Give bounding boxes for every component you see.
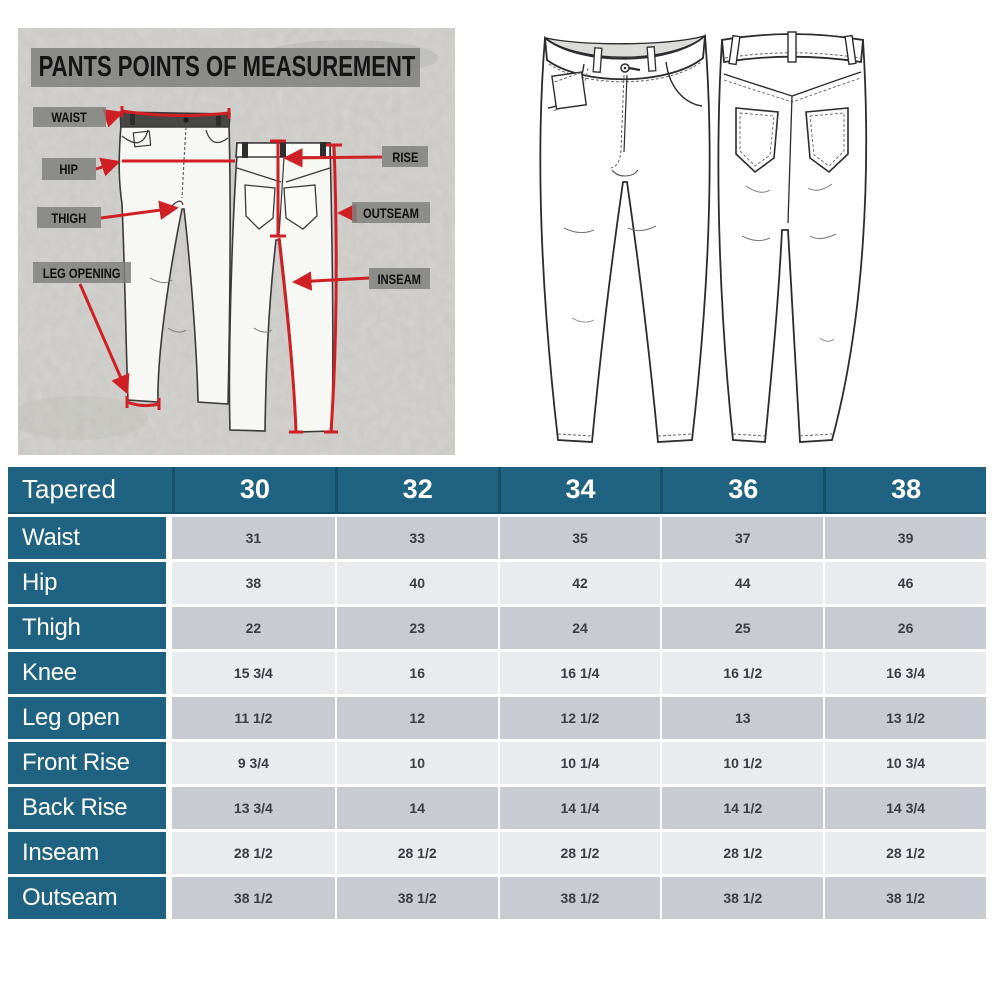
measurement-diagram: PANTS POINTS OF MEASUREMENT WAIST HIP TH… <box>18 28 455 455</box>
inseam-label: INSEAM <box>377 270 422 287</box>
size-table-corner-label: Tapered <box>8 467 172 514</box>
thigh-label: THIGH <box>51 209 87 226</box>
label-chip-rise: RISE <box>382 146 428 167</box>
size-cell: 39 <box>823 514 986 559</box>
size-cell: 38 1/2 <box>172 874 335 919</box>
diagram-title-bar: PANTS POINTS OF MEASUREMENT <box>31 48 420 87</box>
back-pant-sketch <box>228 141 334 433</box>
size-cell: 14 3/4 <box>823 784 986 829</box>
size-table-row: Back Rise 13 3/4 14 14 1/4 14 1/2 14 3/4 <box>8 784 986 829</box>
size-cell: 28 1/2 <box>497 829 661 874</box>
size-cell: 13 3/4 <box>172 784 335 829</box>
size-cell: 10 <box>334 739 498 784</box>
size-row-label: Outseam <box>8 874 172 919</box>
size-table-row: Inseam 28 1/2 28 1/2 28 1/2 28 1/2 28 1/2 <box>8 829 986 874</box>
size-cell: 16 3/4 <box>823 649 986 694</box>
leg-opening-label: LEG OPENING <box>43 264 121 281</box>
label-chip-outseam: OUTSEAM <box>352 202 430 223</box>
size-column-header: 34 <box>497 467 661 514</box>
size-table-row: Waist 31 33 35 37 39 <box>8 514 986 559</box>
hip-label: HIP <box>59 161 79 177</box>
size-cell: 38 <box>172 559 335 604</box>
size-cell: 12 <box>334 694 498 739</box>
size-cell: 28 1/2 <box>172 829 335 874</box>
size-cell: 10 3/4 <box>823 739 986 784</box>
size-cell: 38 1/2 <box>334 874 498 919</box>
size-cell: 38 1/2 <box>497 874 661 919</box>
size-cell: 11 1/2 <box>172 694 335 739</box>
label-chip-waist: WAIST <box>33 107 106 127</box>
size-table-row: Thigh 22 23 24 25 26 <box>8 604 986 649</box>
size-cell: 16 <box>334 649 498 694</box>
size-cell: 35 <box>497 514 661 559</box>
size-cell: 23 <box>334 604 498 649</box>
size-cell: 15 3/4 <box>172 649 335 694</box>
size-cell: 16 1/2 <box>660 649 824 694</box>
size-cell: 10 1/2 <box>660 739 824 784</box>
size-table: Tapered 30 32 34 36 38 Waist 31 33 35 37 39 Hip 38 40… <box>8 467 986 919</box>
size-row-label: Thigh <box>8 604 172 649</box>
jeans-flats-graphic <box>539 31 868 443</box>
label-chip-inseam: INSEAM <box>369 268 430 289</box>
rise-label: RISE <box>391 148 419 165</box>
size-cell: 14 1/2 <box>660 784 824 829</box>
size-table-row: Knee 15 3/4 16 16 1/4 16 1/2 16 3/4 <box>8 649 986 694</box>
waist-label: WAIST <box>51 109 88 125</box>
size-cell: 28 1/2 <box>823 829 986 874</box>
size-cell: 16 1/4 <box>497 649 661 694</box>
size-cell: 9 3/4 <box>172 739 335 784</box>
size-cell: 31 <box>172 514 335 559</box>
size-column-header: 32 <box>334 467 498 514</box>
size-cell: 26 <box>823 604 986 649</box>
jeans-back-flat <box>717 31 868 443</box>
measurement-diagram-graphic <box>18 28 455 455</box>
size-cell: 33 <box>334 514 498 559</box>
label-chip-thigh: THIGH <box>37 207 101 228</box>
size-row-label: Hip <box>8 559 172 604</box>
size-cell: 14 1/4 <box>497 784 661 829</box>
outseam-label: OUTSEAM <box>363 204 419 221</box>
size-row-label: Knee <box>8 649 172 694</box>
size-row-label: Waist <box>8 514 172 559</box>
size-cell: 13 1/2 <box>823 694 986 739</box>
size-cell: 13 <box>660 694 824 739</box>
size-cell: 42 <box>497 559 661 604</box>
measurement-marks <box>78 106 383 434</box>
size-cell: 46 <box>823 559 986 604</box>
size-table-row: Front Rise 9 3/4 10 10 1/4 10 1/2 10 3/4 <box>8 739 986 784</box>
size-table-header-row: Tapered 30 32 34 36 38 <box>8 467 986 514</box>
size-cell: 14 <box>334 784 498 829</box>
size-table-row: Outseam 38 1/2 38 1/2 38 1/2 38 1/2 38 1/2 <box>8 874 986 919</box>
size-cell: 38 1/2 <box>660 874 824 919</box>
size-cell: 28 1/2 <box>660 829 824 874</box>
size-cell: 37 <box>660 514 824 559</box>
size-row-label: Front Rise <box>8 739 172 784</box>
size-row-label: Back Rise <box>8 784 172 829</box>
size-cell: 25 <box>660 604 824 649</box>
size-column-header: 38 <box>823 467 986 514</box>
size-row-label: Inseam <box>8 829 172 874</box>
size-cell: 12 1/2 <box>497 694 661 739</box>
size-column-header: 36 <box>660 467 824 514</box>
label-chip-leg-opening: LEG OPENING <box>33 262 131 283</box>
size-cell: 44 <box>660 559 824 604</box>
jeans-flats <box>520 18 890 454</box>
size-cell: 40 <box>334 559 498 604</box>
size-cell: 38 1/2 <box>823 874 986 919</box>
diagram-title: PANTS POINTS OF MEASUREMENT <box>38 51 416 83</box>
size-cell: 28 1/2 <box>334 829 498 874</box>
size-table-body: Waist 31 33 35 37 39 Hip 38 40 42 44 46 Thigh 22 23 24 2… <box>8 514 986 919</box>
label-chip-hip: HIP <box>42 158 96 180</box>
size-row-label: Leg open <box>8 694 172 739</box>
size-column-header: 30 <box>172 467 335 514</box>
size-cell: 10 1/4 <box>497 739 661 784</box>
jeans-front-flat <box>539 33 711 443</box>
size-cell: 24 <box>497 604 661 649</box>
size-table-row: Hip 38 40 42 44 46 <box>8 559 986 604</box>
size-table-row: Leg open 11 1/2 12 12 1/2 13 13 1/2 <box>8 694 986 739</box>
size-cell: 22 <box>172 604 335 649</box>
